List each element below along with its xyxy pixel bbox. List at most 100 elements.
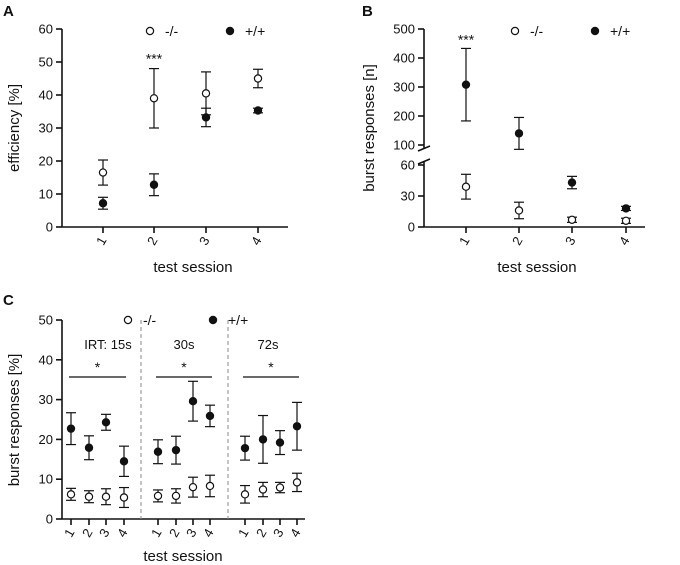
panel-a-legend-label-0: -/- [165, 23, 179, 39]
panel-b-xtick-label-3: 4 [616, 234, 633, 248]
panel-c-group-2-filled-point-2 [275, 438, 285, 447]
panel-c-group-1-filled-point-2 [188, 396, 198, 406]
panel-b-upper-ytick-label-1: 200 [393, 109, 415, 124]
panel-b-upper-ytick-label-3: 400 [393, 51, 415, 66]
panel-a-ytick-label-3: 30 [39, 121, 53, 136]
panel-c-group-2-open-point-2 [275, 483, 285, 492]
panel-a-significance-0: *** [146, 51, 163, 67]
panel-b-filled-point-1 [514, 129, 524, 138]
panel-a-ytick-label-4: 40 [39, 88, 53, 103]
panel-c-group-2-xtick-label-3: 4 [287, 526, 304, 540]
panel-b-xlabel: test session [497, 259, 576, 276]
panel-c-group-2-xtick-label-1: 2 [253, 526, 270, 540]
panel-c-group-1-xtick-label-2: 3 [183, 526, 200, 540]
panel-c-group-1-xtick-label-3: 4 [200, 526, 217, 540]
panel-c-group-label-0: IRT: 15s [84, 337, 132, 352]
panel-b-open-point-0 [461, 182, 471, 191]
panel-c-significance-1: * [181, 359, 187, 375]
panel-b-legend-label-0: -/- [530, 23, 544, 39]
panel-c-ytick-label-5: 50 [39, 313, 53, 328]
panel-c-group-2-xtick-label-0: 1 [235, 526, 252, 540]
panel-a-xtick-label-2: 3 [196, 234, 213, 248]
panel-a-xtick-label-0: 1 [93, 234, 110, 248]
panel-c-ytick-label-1: 10 [39, 472, 53, 487]
panel-c-group-label-1: 30s [174, 337, 195, 352]
panel-b-filled-point-2 [567, 178, 577, 187]
panel-b-open-point-1 [514, 206, 524, 215]
panel-a-letter: A [3, 3, 14, 20]
panel-b-upper-ytick-label-0: 100 [393, 138, 415, 153]
panel-b-axis-break-bottom [417, 158, 431, 165]
panel-b-legend-marker-0 [510, 26, 520, 36]
panel-c-group-0-xtick-label-3: 4 [114, 526, 131, 540]
panel-c-group-0-filled-point-3 [119, 457, 129, 466]
panel-c-group-0-filled-point-2 [101, 418, 111, 427]
panel-c-group-1-open-point-2 [188, 482, 198, 492]
panel-c-group-2-filled-point-3 [292, 422, 302, 431]
panel-b-filled-point-0 [461, 80, 471, 89]
panel-c-group-2-open-point-1 [258, 485, 268, 494]
panel-c-group-0-open-point-2 [101, 492, 111, 501]
panel-c-legend-label-0: -/- [143, 312, 157, 328]
panel-c-group-2-filled-point-1 [258, 435, 268, 444]
panel-c-group-1-xtick-label-0: 1 [148, 526, 165, 540]
panel-c-legend-marker-0 [123, 315, 133, 325]
panel-c-group-1-filled-point-3 [205, 411, 215, 421]
panel-b-lower-ytick-label-2: 60 [401, 158, 415, 173]
panel-c-letter: C [3, 292, 14, 309]
panel-b-significance-0: *** [458, 31, 475, 47]
panel-c-legend-label-1: +/+ [228, 312, 248, 328]
panel-a-xtick-label-1: 2 [144, 234, 161, 248]
panel-c-group-1-filled-point-0 [153, 447, 163, 456]
panel-c-group-1-filled-point-1 [171, 445, 181, 455]
panel-b-open-point-3 [621, 216, 631, 225]
panel-b-xtick-label-1: 2 [509, 234, 526, 248]
panel-c-group-0-xtick-label-1: 2 [79, 526, 96, 540]
panel-c-group-0-filled-point-1 [84, 443, 94, 452]
panel-c-ytick-label-4: 40 [39, 352, 53, 367]
panel-c-group-0-xtick-label-0: 1 [61, 526, 78, 540]
panel-b-ylabel: burst responses [n] [361, 64, 378, 192]
panel-c-group-0-open-point-0 [66, 490, 76, 499]
panel-a-open-point-0 [98, 168, 108, 177]
panel-b-lower-ytick-label-1: 30 [401, 189, 415, 204]
panel-c-group-2-open-point-3 [292, 478, 302, 487]
panel-c-legend-marker-1 [208, 315, 218, 325]
panel-a-ytick-label-2: 20 [39, 154, 53, 169]
panel-b-upper-ytick-label-4: 500 [393, 22, 415, 37]
panel-b-xtick-label-0: 1 [456, 234, 473, 248]
panel-c-significance-2: * [268, 359, 274, 375]
panel-b-upper-ytick-label-2: 300 [393, 80, 415, 95]
panel-a-legend-label-1: +/+ [245, 23, 265, 39]
panel-a-open-point-2 [201, 89, 211, 98]
panel-a-ytick-label-5: 50 [39, 55, 53, 70]
panel-c-group-0-open-point-3 [119, 493, 129, 502]
panel-c-significance-0: * [95, 359, 101, 375]
panel-c-group-2-filled-point-0 [240, 443, 250, 453]
panel-c-group-1-open-point-0 [153, 491, 163, 501]
panel-a-open-point-3 [253, 74, 263, 83]
panel-a-filled-point-2 [201, 113, 211, 122]
panel-b-axis-break-top [417, 145, 431, 152]
panel-a-legend-marker-1 [225, 26, 235, 36]
panel-c-group-0-xtick-label-2: 3 [96, 526, 113, 540]
panel-c-xlabel: test session [143, 548, 222, 565]
panel-b-xtick-label-2: 3 [562, 234, 579, 248]
panel-c-group-1-open-point-3 [205, 481, 215, 491]
panel-a-xlabel: test session [153, 259, 232, 276]
panel-c-ylabel: burst responses [%] [6, 354, 23, 487]
panel-c-group-1-open-point-1 [171, 491, 181, 501]
panel-b-filled-point-3 [621, 204, 631, 213]
panel-b-legend-label-1: +/+ [610, 23, 630, 39]
panel-a-filled-point-3 [253, 106, 263, 115]
panel-a-open-point-1 [149, 94, 159, 103]
panel-c-ytick-label-2: 20 [39, 432, 53, 447]
panel-a-ylabel: efficiency [%] [6, 84, 23, 172]
panel-a-filled-point-0 [98, 199, 108, 208]
panel-b-lower-ytick-label-0: 0 [408, 220, 415, 235]
panel-b-letter: B [362, 3, 373, 20]
panel-a-legend-marker-0 [145, 26, 155, 36]
panel-c-group-2-xtick-label-2: 3 [270, 526, 287, 540]
